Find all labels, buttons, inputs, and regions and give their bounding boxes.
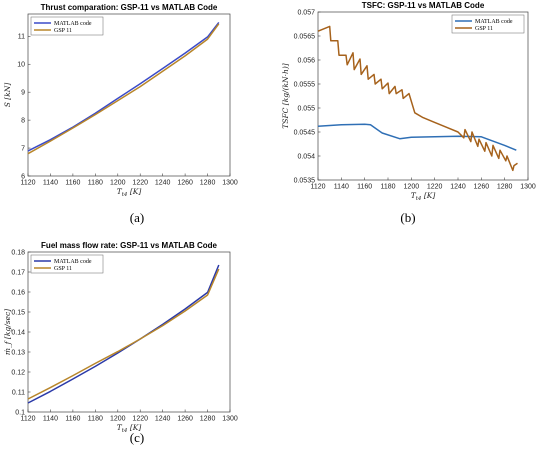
x-tick-label: 1180 <box>88 180 103 187</box>
y-tick-label: 0.0565 <box>294 33 316 40</box>
figure-caption-a: (a) <box>130 210 144 225</box>
x-tick-label: 1180 <box>380 184 395 191</box>
y-tick-label: 0.056 <box>297 57 315 64</box>
x-tick-label: 1140 <box>43 416 58 423</box>
x-tick-label: 1300 <box>222 180 238 187</box>
y-tick-label: 7 <box>21 145 25 152</box>
x-axis-label: Tt4 [K] <box>411 191 436 202</box>
x-tick-label: 1120 <box>20 416 35 423</box>
x-tick-label: 1300 <box>520 184 536 191</box>
y-tick-label: 0.0555 <box>294 81 316 88</box>
figure-caption-c: (c) <box>130 430 144 445</box>
series-line-c-1 <box>27 268 220 400</box>
x-tick-label: 1120 <box>310 184 325 191</box>
x-tick-label: 1220 <box>132 180 148 187</box>
y-tick-label: 0.055 <box>297 105 315 112</box>
plot-area-a <box>27 13 231 177</box>
chart-title: Fuel mass flow rate: GSP-11 vs MATLAB Co… <box>41 241 217 250</box>
y-tick-label: 0.1 <box>15 409 25 416</box>
y-tick-label: 0.0535 <box>294 177 316 184</box>
x-tick-label: 1160 <box>357 184 372 191</box>
x-tick-label: 1260 <box>177 180 193 187</box>
y-axis-label: TSFC [kg/(kN·h)] <box>281 63 290 128</box>
chart-title: Thrust comparation: GSP-11 vs MATLAB Cod… <box>41 3 218 12</box>
x-tick-label: 1280 <box>200 416 216 423</box>
x-tick-label: 1220 <box>427 184 443 191</box>
y-tick-label: 6 <box>21 173 25 180</box>
x-tick-label: 1260 <box>474 184 490 191</box>
y-tick-label: 0.057 <box>297 9 315 16</box>
y-tick-label: 8 <box>21 118 25 125</box>
y-tick-label: 0.0545 <box>294 129 316 136</box>
x-axis-label: Tt4 [K] <box>117 423 142 434</box>
y-tick-label: 0.14 <box>11 329 25 336</box>
x-axis-label: Tt4 [K] <box>117 187 142 198</box>
x-tick-label: 1280 <box>200 180 216 187</box>
legend-label: MATLAB code <box>54 259 92 265</box>
x-tick-label: 1180 <box>88 416 103 423</box>
x-tick-label: 1200 <box>110 416 126 423</box>
x-tick-label: 1140 <box>334 184 349 191</box>
figure-caption-b: (b) <box>400 210 415 225</box>
x-tick-label: 1160 <box>65 180 80 187</box>
y-tick-label: 0.054 <box>297 153 315 160</box>
series-line-a-0 <box>27 21 220 152</box>
legend-label: MATLAB code <box>54 21 92 27</box>
x-tick-label: 1140 <box>43 180 58 187</box>
legend-label: MATLAB code <box>475 19 513 25</box>
x-tick-label: 1120 <box>20 180 35 187</box>
x-tick-label: 1280 <box>497 184 513 191</box>
x-tick-label: 1240 <box>450 184 466 191</box>
y-tick-label: 0.11 <box>12 389 25 396</box>
y-tick-label: 0.17 <box>11 269 25 276</box>
y-tick-label: 0.16 <box>11 289 25 296</box>
x-tick-label: 1200 <box>404 184 420 191</box>
y-tick-label: 11 <box>18 34 25 41</box>
y-axis-label: ṁ_f [kg/sec] <box>3 309 12 355</box>
series-line-b-1 <box>317 25 518 172</box>
y-tick-label: 9 <box>21 90 25 97</box>
series-line-b-0 <box>317 123 517 151</box>
legend-label: GSP 11 <box>54 266 72 272</box>
y-tick-label: 10 <box>17 62 25 69</box>
legend-label: GSP 11 <box>54 28 72 34</box>
series-line-a-1 <box>27 23 220 155</box>
y-axis-label: S [kN] <box>3 83 12 108</box>
y-tick-label: 0.12 <box>11 369 25 376</box>
y-tick-label: 0.13 <box>11 349 25 356</box>
y-tick-label: 0.18 <box>11 249 25 256</box>
x-tick-label: 1300 <box>222 416 238 423</box>
x-tick-label: 1220 <box>132 416 148 423</box>
x-tick-label: 1240 <box>155 416 171 423</box>
plot-area-c <box>27 251 231 413</box>
x-tick-label: 1160 <box>65 416 80 423</box>
x-tick-label: 1260 <box>177 416 193 423</box>
x-tick-label: 1200 <box>110 180 126 187</box>
chart-title: TSFC: GSP-11 vs MATLAB Code <box>362 1 485 10</box>
x-tick-label: 1240 <box>155 180 171 187</box>
legend-label: GSP 11 <box>475 26 493 32</box>
y-tick-label: 0.15 <box>11 309 25 316</box>
